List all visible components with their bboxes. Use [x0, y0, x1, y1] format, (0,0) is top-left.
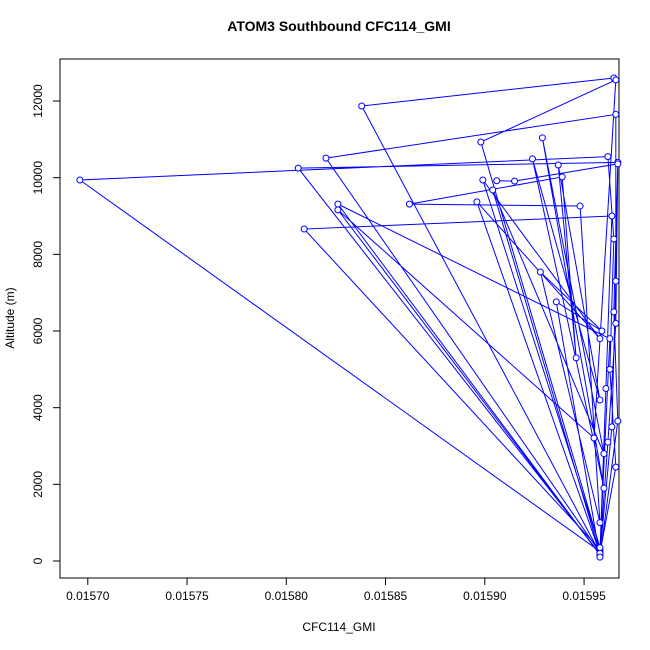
data-point	[604, 438, 612, 446]
data-point	[610, 235, 618, 243]
y-tick-label: 4000	[31, 394, 45, 421]
data-point	[511, 177, 519, 185]
data-point	[604, 153, 612, 161]
x-axis-label: CFC114_GMI	[302, 620, 375, 634]
y-tick-label: 0	[31, 557, 45, 564]
data-point	[610, 308, 618, 316]
data-point	[596, 396, 604, 404]
data-point	[608, 423, 616, 431]
y-tick-label: 6000	[31, 317, 45, 344]
data-point	[608, 212, 616, 220]
data-point	[334, 206, 342, 214]
data-point	[606, 365, 614, 373]
data-point	[596, 519, 604, 527]
data-point	[554, 161, 562, 169]
x-tick-label: 0.01570	[66, 589, 110, 603]
data-point	[538, 134, 546, 142]
x-tick-label: 0.01590	[463, 589, 507, 603]
chart-title: ATOM3 Southbound CFC114_GMI	[227, 18, 451, 34]
data-point	[558, 173, 566, 181]
series-line	[78, 77, 619, 558]
data-point	[612, 277, 620, 285]
data-point	[612, 463, 620, 471]
data-point	[612, 319, 620, 327]
y-axis-label: Altitude (m)	[3, 287, 17, 348]
data-point	[612, 76, 620, 84]
data-point	[614, 160, 622, 168]
x-tick-label: 0.01575	[165, 589, 209, 603]
data-point	[493, 177, 501, 185]
data-point	[76, 176, 84, 184]
data-point	[479, 176, 487, 184]
data-point	[552, 298, 560, 306]
data-point	[612, 110, 620, 118]
data-point	[598, 327, 606, 335]
data-point	[405, 200, 413, 208]
data-point	[294, 164, 302, 172]
x-tick-label: 0.01595	[562, 589, 606, 603]
data-point	[300, 225, 308, 233]
data-point	[606, 335, 614, 343]
data-point	[590, 434, 598, 442]
x-tick-label: 0.01580	[265, 589, 309, 603]
data-point	[596, 335, 604, 343]
data-point	[602, 385, 610, 393]
data-point	[358, 102, 366, 110]
y-tick-label: 8000	[31, 241, 45, 268]
y-tick-label: 2000	[31, 471, 45, 498]
plot-frame	[59, 58, 620, 579]
data-point	[576, 202, 584, 210]
data-point	[596, 553, 604, 561]
data-point	[477, 138, 485, 146]
y-tick-label: 10000	[31, 161, 45, 195]
x-tick-label: 0.01585	[364, 589, 408, 603]
y-tick-label: 12000	[31, 84, 45, 118]
data-point	[528, 155, 536, 163]
data-point	[322, 154, 330, 162]
data-point	[614, 417, 622, 425]
data-point	[600, 484, 608, 492]
data-point	[473, 198, 481, 206]
data-point	[489, 186, 497, 194]
data-point	[572, 354, 580, 362]
data-point	[600, 450, 608, 458]
data-point	[596, 544, 604, 552]
data-point	[536, 268, 544, 276]
data-point	[334, 200, 342, 208]
